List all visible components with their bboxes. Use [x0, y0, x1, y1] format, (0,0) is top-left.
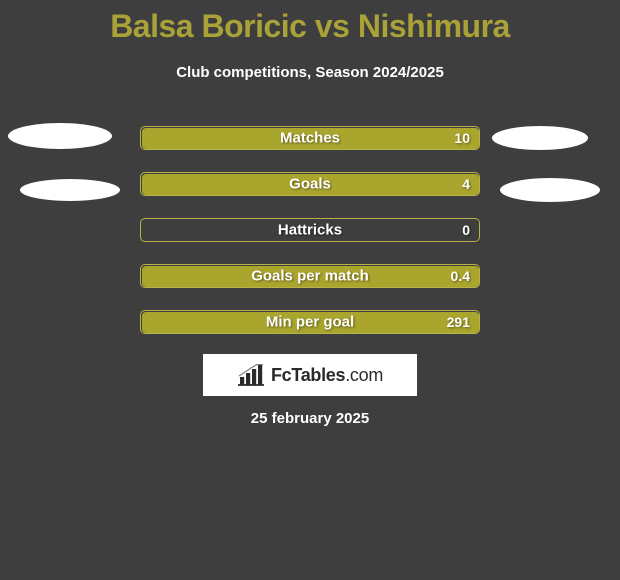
decorative-ellipse — [8, 123, 112, 149]
stat-value-right: 10 — [454, 130, 470, 146]
page-title: Balsa Boricic vs Nishimura — [0, 8, 620, 45]
bar-chart-icon — [237, 364, 265, 386]
stat-label: Goals per match — [140, 268, 480, 285]
decorative-ellipse — [492, 126, 588, 150]
decorative-ellipse — [20, 179, 120, 201]
comparison-infographic: Balsa Boricic vs Nishimura Club competit… — [0, 0, 620, 580]
stat-label: Matches — [140, 130, 480, 147]
stat-label: Hattricks — [140, 222, 480, 239]
stat-label: Min per goal — [140, 314, 480, 331]
stat-row: Hattricks0 — [140, 218, 480, 242]
decorative-ellipse — [500, 178, 600, 202]
stat-row: Goals per match0.4 — [140, 264, 480, 288]
date-label: 25 february 2025 — [0, 410, 620, 427]
stat-value-right: 4 — [462, 176, 470, 192]
stat-row: Matches10 — [140, 126, 480, 150]
subtitle: Club competitions, Season 2024/2025 — [0, 64, 620, 81]
stat-value-right: 291 — [447, 314, 470, 330]
stat-value-right: 0 — [462, 222, 470, 238]
logo-text: FcTables.com — [271, 365, 383, 386]
stat-row: Goals4 — [140, 172, 480, 196]
stat-label: Goals — [140, 176, 480, 193]
stat-value-right: 0.4 — [451, 268, 470, 284]
stat-row: Min per goal291 — [140, 310, 480, 334]
logo-text-bold: FcTables — [271, 365, 345, 385]
logo-box: FcTables.com — [203, 354, 417, 396]
logo-text-thin: .com — [345, 365, 383, 385]
